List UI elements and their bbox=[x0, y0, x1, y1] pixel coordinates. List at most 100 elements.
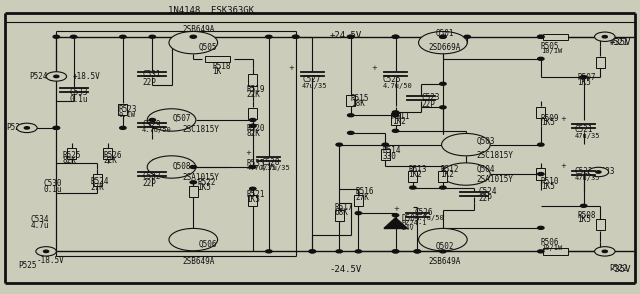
Text: 82K: 82K bbox=[63, 156, 77, 165]
Text: C521: C521 bbox=[575, 126, 593, 134]
Circle shape bbox=[392, 250, 399, 253]
Text: C525: C525 bbox=[383, 76, 401, 84]
Text: 2SA1015Y: 2SA1015Y bbox=[182, 173, 220, 182]
Text: 0.1W: 0.1W bbox=[118, 112, 136, 118]
Circle shape bbox=[596, 171, 601, 173]
Bar bbox=[205, 56, 230, 62]
Text: R535: R535 bbox=[246, 159, 265, 168]
Circle shape bbox=[348, 35, 354, 38]
Text: R515: R515 bbox=[351, 94, 369, 103]
Circle shape bbox=[190, 35, 196, 38]
Bar bbox=[189, 186, 198, 197]
Circle shape bbox=[250, 118, 256, 121]
Circle shape bbox=[190, 166, 196, 168]
Circle shape bbox=[588, 167, 609, 177]
Text: 0.1u: 0.1u bbox=[69, 95, 88, 104]
Text: Q506: Q506 bbox=[198, 240, 217, 249]
Text: R522: R522 bbox=[197, 178, 216, 187]
Text: 4.7u/50: 4.7u/50 bbox=[383, 83, 412, 89]
Circle shape bbox=[348, 131, 354, 134]
Text: P523: P523 bbox=[596, 168, 615, 176]
Circle shape bbox=[595, 32, 615, 41]
Bar bbox=[93, 174, 102, 186]
Circle shape bbox=[382, 143, 388, 146]
Bar bbox=[536, 168, 545, 180]
Text: R513: R513 bbox=[408, 165, 427, 173]
Text: 1K2: 1K2 bbox=[408, 170, 422, 178]
Circle shape bbox=[53, 35, 60, 38]
Text: +24.5V: +24.5V bbox=[330, 31, 362, 40]
Text: 1K5: 1K5 bbox=[197, 183, 211, 192]
Circle shape bbox=[309, 250, 316, 253]
Circle shape bbox=[309, 250, 316, 253]
Circle shape bbox=[595, 247, 615, 256]
Text: R506: R506 bbox=[541, 238, 559, 247]
Text: 2SA1015Y: 2SA1015Y bbox=[477, 176, 514, 184]
Text: Q505: Q505 bbox=[198, 43, 217, 52]
Circle shape bbox=[392, 35, 399, 38]
Text: 22P: 22P bbox=[142, 179, 156, 188]
Bar bbox=[118, 104, 127, 115]
Text: 68K: 68K bbox=[334, 208, 348, 217]
Circle shape bbox=[149, 35, 156, 38]
Text: R526: R526 bbox=[104, 151, 122, 160]
Circle shape bbox=[410, 186, 416, 189]
Text: P522: P522 bbox=[609, 264, 628, 273]
Text: +18.5V: +18.5V bbox=[72, 72, 100, 81]
Text: 1K5: 1K5 bbox=[541, 118, 555, 127]
Text: R516: R516 bbox=[355, 187, 374, 196]
Text: 1K: 1K bbox=[212, 67, 221, 76]
Text: 1K2: 1K2 bbox=[440, 170, 454, 178]
Text: -35V: -35V bbox=[609, 265, 631, 274]
Bar bbox=[335, 210, 344, 221]
Text: 4.7u/50: 4.7u/50 bbox=[142, 127, 172, 133]
Circle shape bbox=[120, 126, 126, 129]
Circle shape bbox=[580, 204, 587, 207]
Text: R517: R517 bbox=[334, 203, 353, 212]
Text: R523: R523 bbox=[118, 105, 137, 114]
Circle shape bbox=[355, 250, 362, 253]
Circle shape bbox=[336, 250, 342, 253]
Circle shape bbox=[348, 35, 354, 38]
Circle shape bbox=[24, 127, 29, 129]
Circle shape bbox=[419, 31, 467, 54]
Text: P525: P525 bbox=[19, 261, 37, 270]
Text: P524: P524 bbox=[29, 72, 47, 81]
Text: 2SC1815Y: 2SC1815Y bbox=[182, 126, 220, 134]
Circle shape bbox=[538, 143, 544, 146]
Bar bbox=[67, 148, 76, 159]
Text: P526: P526 bbox=[6, 123, 24, 132]
Text: 22K: 22K bbox=[246, 90, 260, 99]
Bar bbox=[543, 34, 568, 40]
Circle shape bbox=[392, 35, 399, 38]
Circle shape bbox=[266, 250, 272, 253]
Text: Q507: Q507 bbox=[173, 114, 191, 123]
Text: R520: R520 bbox=[246, 124, 265, 133]
Circle shape bbox=[355, 212, 362, 215]
Text: +: + bbox=[372, 65, 378, 71]
Text: +: + bbox=[394, 206, 399, 212]
Bar bbox=[391, 113, 400, 125]
Text: 0.1u: 0.1u bbox=[44, 185, 62, 194]
Circle shape bbox=[190, 181, 196, 184]
Text: Q502: Q502 bbox=[436, 242, 454, 251]
Text: 2SB649A: 2SB649A bbox=[429, 257, 461, 265]
Bar bbox=[248, 74, 257, 86]
Circle shape bbox=[392, 129, 399, 132]
Circle shape bbox=[538, 35, 544, 38]
Text: R510: R510 bbox=[541, 177, 559, 186]
Circle shape bbox=[266, 35, 272, 38]
Text: 1K2: 1K2 bbox=[392, 117, 406, 126]
Circle shape bbox=[348, 114, 354, 117]
Text: 22P: 22P bbox=[142, 78, 156, 87]
Bar bbox=[596, 219, 605, 230]
Text: 4.7u/35: 4.7u/35 bbox=[246, 165, 276, 171]
Text: 1K5: 1K5 bbox=[577, 78, 591, 87]
Text: 1K5: 1K5 bbox=[541, 182, 555, 191]
Circle shape bbox=[538, 35, 544, 38]
Circle shape bbox=[414, 250, 420, 253]
Text: 10/1W: 10/1W bbox=[541, 49, 562, 54]
Text: 22P: 22P bbox=[421, 100, 435, 109]
Text: 4.7u: 4.7u bbox=[31, 221, 49, 230]
Circle shape bbox=[250, 124, 256, 127]
